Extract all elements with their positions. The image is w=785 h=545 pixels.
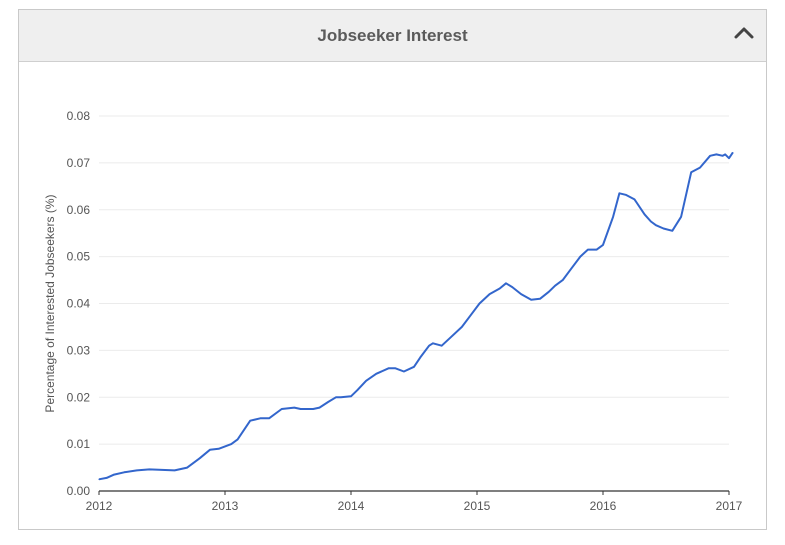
data-point [199,457,201,459]
data-point [655,224,657,226]
y-tick-label: 0.08 [67,109,91,123]
data-point [281,408,283,410]
data-point [318,407,321,409]
y-axis-title: Percentage of Interested Jobseekers (%) [43,194,57,412]
data-point [602,244,604,246]
data-point [312,408,314,410]
data-point [644,213,646,215]
data-point [633,198,636,200]
data-point [218,448,220,450]
data-point [570,267,573,269]
y-tick-label: 0.05 [67,250,91,264]
data-point [161,469,163,471]
x-tick-label: 2013 [212,499,239,513]
data-point [268,417,270,419]
data-point [327,401,329,403]
data-point [350,395,352,397]
y-tick-label: 0.07 [67,156,91,170]
data-point [230,443,232,445]
jobseeker-interest-panel: Jobseeker Interest 0.00 0.01 0.02 0.03 0.04 0… [18,9,767,530]
data-point [489,293,491,295]
data-point [671,230,673,232]
data-point [722,155,724,157]
data-point [403,370,405,373]
data-point [123,471,125,473]
panel-title: Jobseeker Interest [317,26,468,45]
x-tick-label: 2016 [590,499,617,513]
data-point [293,407,295,409]
data-point [441,345,443,347]
data-point [186,467,188,469]
data-point [237,438,239,440]
data-point [709,155,711,157]
data-point [478,302,481,305]
data-point [461,326,463,328]
data-point [618,192,621,194]
data-point [106,477,108,479]
y-tick-label: 0.01 [67,437,91,451]
data-point [596,249,598,251]
data-point [113,474,115,476]
y-tick-label: 0.04 [67,297,91,311]
data-point [662,227,665,230]
y-tick-label: 0.03 [67,343,91,357]
panel-header: Jobseeker Interest [19,10,766,62]
data-point [587,249,589,251]
data-point [548,291,550,293]
data-point [388,367,390,369]
x-tick-label: 2015 [464,499,491,513]
data-point [520,293,522,295]
chart-area: 0.00 0.01 0.02 0.03 0.04 0.05 0.06 0.07 0.08 2012… [19,62,766,529]
data-point [499,287,501,290]
data-point [470,314,472,316]
data-point [728,157,730,159]
data-point [690,171,692,173]
data-point [680,216,682,218]
data-point [511,286,513,288]
data-point [356,389,358,391]
data-point [724,153,726,155]
data-point [413,366,415,368]
line-chart: 0.00 0.01 0.02 0.03 0.04 0.05 0.06 0.07 0.08 2012… [43,109,743,513]
data-point [650,220,652,223]
y-tick-label: 0.06 [67,203,91,217]
data-point [451,335,453,337]
data-point [562,279,564,281]
data-point [148,468,150,470]
data-point [732,152,734,154]
data-point [432,342,434,344]
data-point [300,408,302,410]
data-point [394,367,396,369]
data-point [699,167,701,169]
data-point [243,429,245,431]
collapse-toggle-button[interactable] [732,21,756,45]
data-point [579,256,581,258]
data-point [209,449,211,451]
data-point [365,380,367,382]
data-point [505,282,507,284]
x-tick-label: 2017 [716,499,743,513]
data-point [174,469,176,471]
chevron-up-icon [734,27,754,39]
data-point [530,299,532,301]
data-point [428,345,430,347]
data-point [259,417,261,419]
data-point [335,396,337,398]
data-point [612,216,614,218]
data-point [715,153,718,155]
data-point [98,478,100,480]
y-tick-label: 0.00 [67,484,91,498]
x-tick-label: 2012 [86,499,113,513]
data-point [419,356,421,358]
data-point [539,298,541,300]
data-point [625,194,627,196]
y-tick-label: 0.02 [67,390,91,404]
x-tick-label: 2014 [338,499,365,513]
series-line [98,152,734,481]
data-point [136,469,138,471]
data-point [554,285,556,287]
data-point [340,396,342,398]
data-point [375,373,377,375]
data-point [249,420,251,422]
